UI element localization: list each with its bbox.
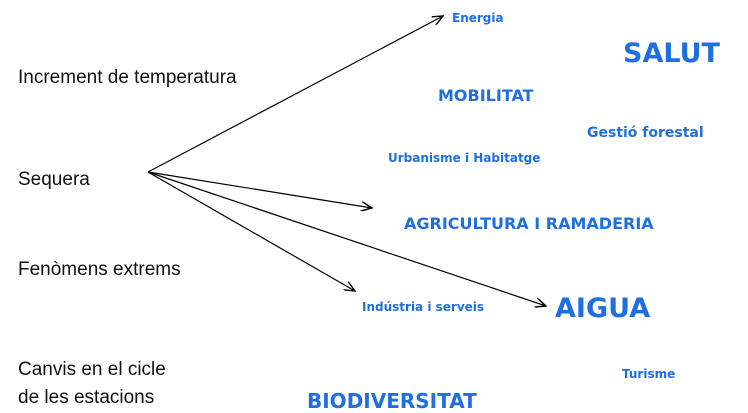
sector: AIGUA	[555, 293, 650, 324]
cause: Canvis en el cicle	[18, 359, 166, 380]
arrow	[147, 16, 443, 173]
sector: SALUT	[623, 38, 721, 69]
sector: AGRICULTURA I RAMADERIA	[404, 214, 654, 233]
arrow	[147, 171, 355, 291]
arrow	[147, 171, 372, 208]
sector: Gestió forestal	[587, 125, 704, 141]
sector: BIODIVERSITAT	[307, 389, 477, 413]
sector: Energia	[452, 11, 504, 25]
arrow	[147, 171, 546, 306]
sector: Turisme	[622, 367, 675, 381]
cause: Sequera	[18, 169, 90, 190]
arrows	[147, 16, 546, 306]
cause: Increment de temperatura	[18, 67, 237, 88]
sector: Indústria i serveis	[362, 300, 484, 314]
sector: MOBILITAT	[438, 86, 534, 105]
cause: de les estacions	[18, 387, 154, 408]
sector: Urbanisme i Habitatge	[388, 151, 540, 165]
cause: Fenòmens extrems	[18, 259, 181, 280]
